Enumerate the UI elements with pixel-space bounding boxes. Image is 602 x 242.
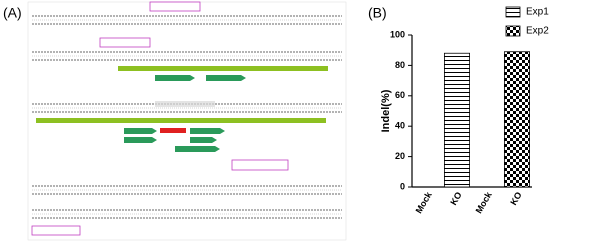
legend-label: Exp1	[526, 7, 549, 18]
x-tick-label: KO	[508, 190, 523, 207]
y-tick-label: 80	[395, 60, 405, 70]
y-tick-label: 100	[390, 29, 405, 39]
y-tick-label: 40	[395, 121, 405, 131]
panel-label: (A)	[3, 5, 22, 21]
bar	[443, 52, 470, 188]
x-tick-label: Mock	[414, 189, 435, 215]
x-tick-label: Mock	[474, 189, 495, 215]
panel-label: (B)	[368, 5, 387, 21]
y-tick-label: 0	[400, 181, 405, 191]
y-tick-label: 60	[395, 90, 405, 100]
y-axis-label: Indel(%)	[380, 89, 392, 132]
y-tick-label: 20	[395, 151, 405, 161]
sequence-map	[27, 1, 347, 241]
bar	[503, 51, 530, 188]
x-tick-label: KO	[448, 190, 463, 207]
legend-swatch	[505, 6, 521, 18]
legend-label: Exp2	[526, 26, 549, 37]
legend-swatch	[505, 25, 521, 37]
